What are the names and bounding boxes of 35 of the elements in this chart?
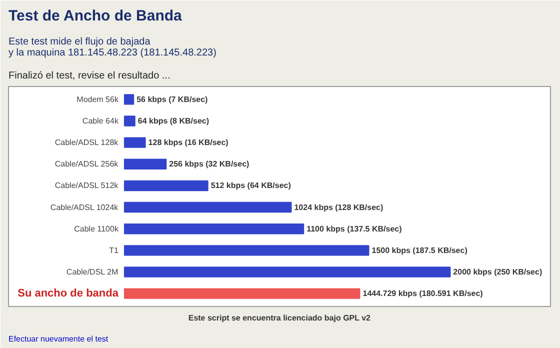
bar [124, 180, 208, 192]
data-label: 64 kbps (8 KB/sec) [138, 116, 210, 126]
bar [124, 202, 292, 213]
bar [124, 224, 304, 234]
y-tick-label: Su ancho de banda [18, 288, 120, 300]
data-label: 1024 kbps (128 KB/sec) [294, 202, 384, 212]
bar [124, 137, 146, 148]
bar [124, 158, 167, 170]
data-label: 2000 kbps (250 KB/sec) [453, 267, 542, 276]
text: Este script se encuentra licenciado bajo GPL v2 [188, 314, 372, 322]
y-tick-label: Cable 64k [82, 116, 120, 126]
bar [124, 266, 451, 278]
chart-title: Test de Ancho de Banda [8, 8, 183, 24]
bar [124, 245, 370, 256]
y-tick-label: Cable/DSL 2M [66, 267, 118, 276]
bar [124, 94, 134, 105]
y-tick-label: Cable/ADSL 256k [54, 160, 120, 169]
data-label: 128 kbps (16 KB/sec) [148, 138, 229, 148]
data-label: 1444.729 kbps (180.591 KB/sec) [362, 289, 484, 298]
y-tick-label: Cable/ADSL 512k [54, 181, 120, 190]
data-label: 256 kbps (32 KB/sec) [169, 160, 250, 169]
chart-subtitle: Este test mide el flujo de bajada y la maquina 181.145.48.223 (181.145.48.223) [8, 36, 216, 58]
y-tick-label: Cable/ADSL 1024k [50, 202, 120, 212]
data-label: 56 kbps (7 KB/sec) [136, 94, 208, 104]
bar [124, 116, 136, 126]
y-tick-label: Cable 1100k [74, 224, 120, 234]
data-label: 512 kbps (64 KB/sec) [210, 181, 292, 190]
text: Finalizó el test, revise el resultado ... [8, 70, 170, 82]
y-tick-label: T1 [109, 246, 120, 255]
data-label: 1500 kbps (187.5 KB/sec) [372, 246, 468, 255]
text: Efectuar nuevamente el test [8, 334, 109, 344]
data-label: 1100 kbps (137.5 KB/sec) [306, 224, 402, 234]
y-tick-label: Modem 56k [76, 94, 120, 104]
y-tick-label: Cable/ADSL 128k [54, 138, 120, 148]
bar [124, 288, 360, 299]
